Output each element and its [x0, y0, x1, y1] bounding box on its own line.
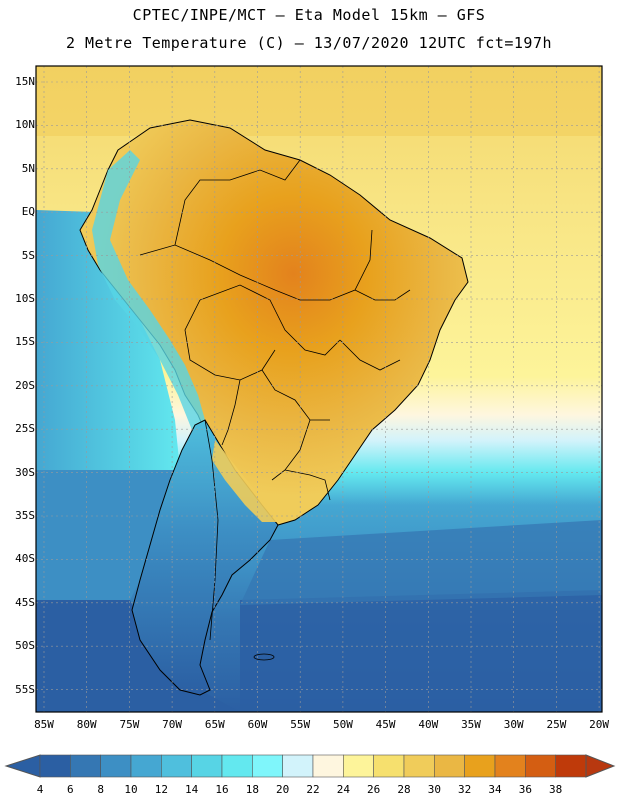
lat-label: 15S — [15, 335, 35, 349]
colorbar-swatch — [191, 754, 223, 778]
lat-label: 20S — [15, 378, 35, 392]
lat-label: 50S — [15, 639, 35, 653]
colorbar-label: 10 — [124, 783, 138, 796]
lat-label: 40S — [15, 552, 35, 566]
colorbar-label: 30 — [427, 783, 441, 796]
colorbar-label: 16 — [215, 783, 229, 796]
title-line-2: 2 Metre Temperature (C) – 13/07/2020 12U… — [65, 34, 553, 52]
colorbar-swatch — [343, 754, 374, 778]
colorbar-low-arrow — [4, 754, 41, 778]
lon-label: 80W — [76, 718, 97, 731]
lon-label: 85W — [34, 718, 54, 731]
lat-label: EQ — [21, 205, 35, 219]
colorbar-label: 26 — [367, 783, 381, 796]
colorbar-swatch — [252, 754, 283, 778]
lat-label: 10N — [15, 118, 35, 132]
colorbar-label: 32 — [458, 783, 472, 796]
south-atlantic-cool — [240, 520, 602, 605]
colorbar-swatch — [130, 754, 162, 778]
colorbar-high-arrow — [585, 754, 616, 778]
colorbar-swatch — [70, 754, 101, 778]
grid-lines — [36, 66, 602, 712]
colorbar-swatch — [373, 754, 405, 778]
colorbar-label: 34 — [488, 783, 502, 796]
lat-label: 5N — [21, 161, 35, 175]
colorbar-label: 12 — [154, 783, 168, 796]
lon-label: 65W — [204, 718, 225, 731]
colorbar-swatch — [555, 754, 587, 778]
colorbar-label: 28 — [397, 783, 411, 796]
lat-label: 30S — [15, 465, 35, 479]
lat-label: 35S — [15, 509, 35, 522]
falkland-islands — [253, 653, 275, 661]
lon-label: 35W — [461, 718, 481, 731]
colorbar-label: 18 — [245, 783, 259, 796]
lat-label: 55S — [15, 682, 35, 696]
lon-label: 55W — [290, 718, 311, 731]
pacific-cool-water — [36, 210, 180, 470]
caribbean-warm — [36, 66, 602, 136]
colorbar-swatch — [221, 754, 253, 778]
colorbar-label: 24 — [336, 783, 350, 796]
lat-label: 5S — [21, 248, 35, 262]
colorbar-label: 14 — [185, 783, 199, 796]
colorbar-label: 22 — [306, 783, 320, 796]
colorbar-swatch — [525, 754, 556, 778]
colorbar-swatch — [282, 754, 314, 778]
pampas-warm — [212, 440, 278, 522]
lon-label: 25W — [546, 718, 567, 731]
lon-label: 60W — [247, 718, 268, 731]
lat-label: 25S — [15, 422, 35, 436]
colorbar-label: 4 — [36, 783, 44, 796]
lat-label: 15N — [15, 75, 35, 88]
colorbar-label: 6 — [67, 783, 74, 796]
colorbar-swatch — [161, 754, 192, 778]
lat-label: 45S — [15, 595, 35, 609]
colorbar-label: 8 — [97, 783, 104, 796]
colorbar-label: 36 — [518, 783, 532, 796]
colorbar — [4, 754, 616, 778]
colorbar-swatch — [434, 754, 465, 778]
lon-label: 40W — [418, 718, 439, 731]
colorbar-swatch — [39, 754, 71, 778]
map-frame — [35, 65, 603, 713]
colorbar-swatch — [403, 754, 435, 778]
lon-label: 30W — [503, 718, 524, 731]
colorbar-swatch — [100, 754, 132, 778]
title-line-1: CPTEC/INPE/MCT – Eta Model 15km – GFS — [132, 6, 486, 24]
colorbar-swatch — [494, 754, 526, 778]
lon-label: 20W — [589, 718, 610, 731]
lon-label: 50W — [332, 718, 353, 731]
colorbar-label: 20 — [276, 783, 290, 796]
colorbar-swatch — [464, 754, 496, 778]
south-atlantic-cold — [240, 590, 602, 712]
lon-label: 70W — [162, 718, 183, 731]
lon-label: 75W — [119, 718, 140, 731]
colorbar-label: 38 — [549, 783, 563, 796]
lat-label: 10S — [15, 292, 35, 305]
andes-cool-strip — [92, 150, 210, 450]
colorbar-swatch — [312, 754, 344, 778]
lon-label: 45W — [375, 718, 396, 731]
